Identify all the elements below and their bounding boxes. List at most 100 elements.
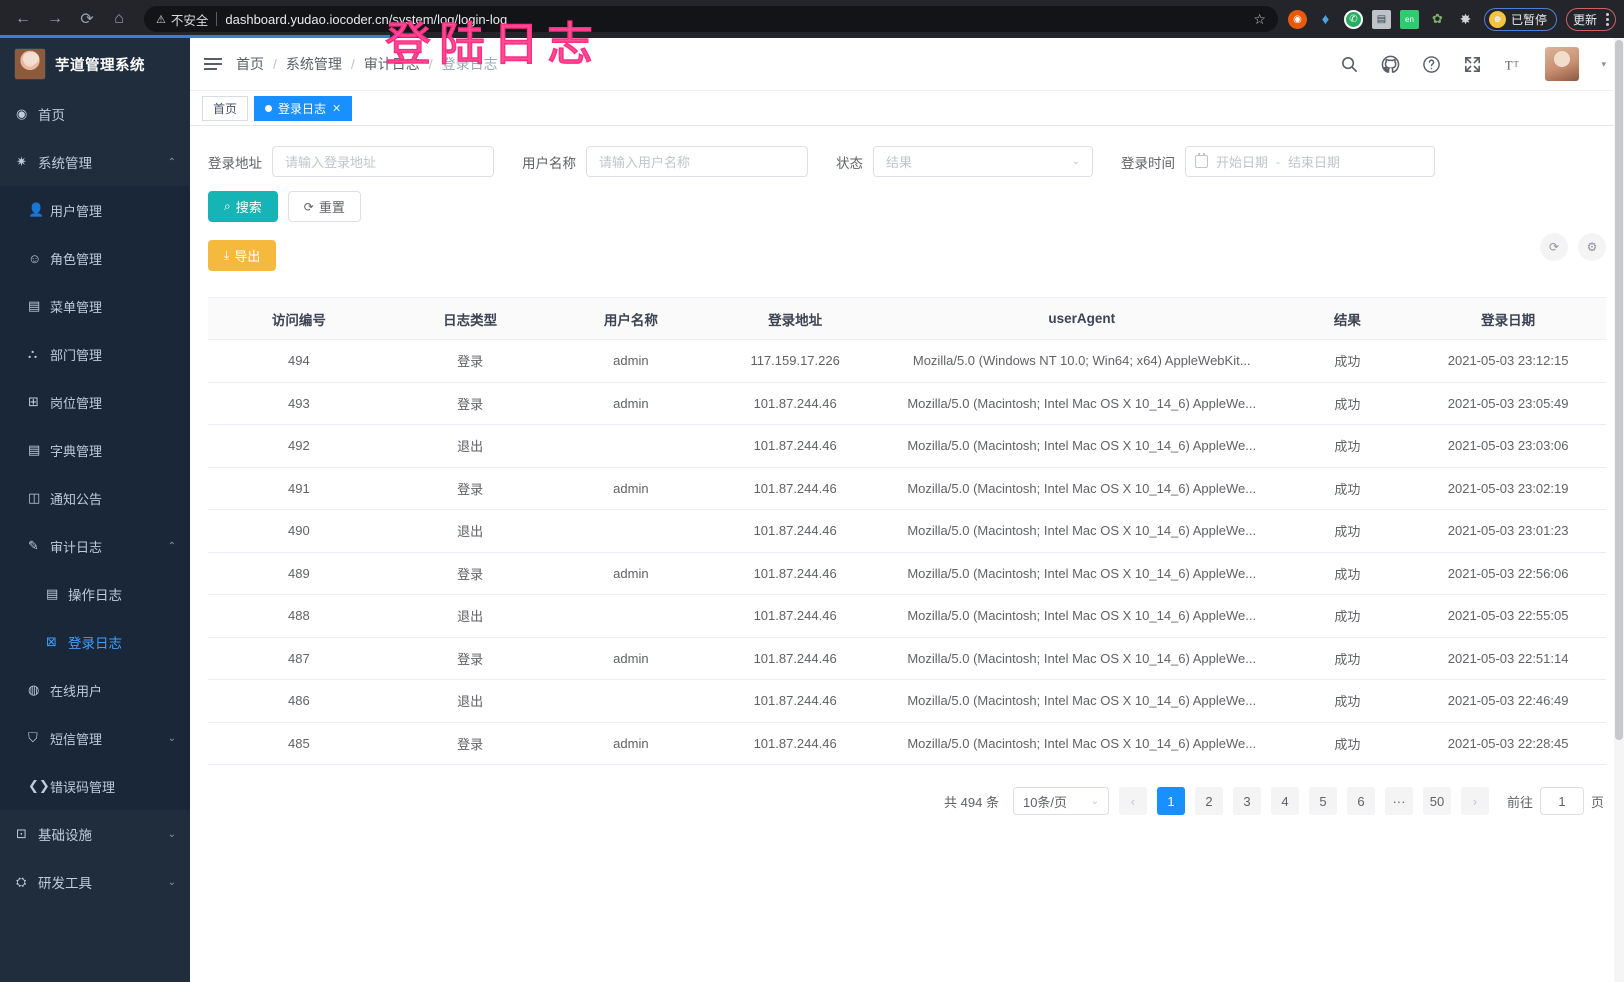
sidebar-item-label: 短信管理 bbox=[50, 731, 103, 747]
table-head: 访问编号 日志类型 用户名称 登录地址 userAgent 结果 登录日期 bbox=[208, 297, 1606, 340]
sidebar-item-3[interactable]: ☺ 角色管理 bbox=[0, 234, 190, 282]
sidebar-item-10[interactable]: ▤ 操作日志 bbox=[0, 570, 190, 618]
breadcrumb-item-home[interactable]: 首页 bbox=[236, 56, 264, 72]
page-button-50[interactable]: 50 bbox=[1422, 787, 1451, 815]
wechat-extension-icon[interactable]: ✆ bbox=[1343, 9, 1363, 29]
page-button-1[interactable]: 1 bbox=[1156, 787, 1185, 815]
page-scrollbar-thumb[interactable] bbox=[1615, 40, 1623, 740]
sidebar-item-5[interactable]: ⛬ 部门管理 bbox=[0, 330, 190, 378]
breadcrumb-item-system[interactable]: 系统管理 bbox=[285, 56, 342, 72]
export-button[interactable]: ⤓ 导出 bbox=[208, 240, 277, 271]
status-select[interactable]: 结果 ⌄ bbox=[873, 146, 1093, 177]
table-row[interactable]: 486 退出 101.87.244.46 Mozilla/5.0 (Macintosh… bbox=[208, 679, 1606, 723]
search-button-label: 搜索 bbox=[235, 200, 262, 215]
sidebar-toggle-icon[interactable] bbox=[204, 58, 222, 70]
sidebar-item-4[interactable]: ▤ 菜单管理 bbox=[0, 282, 190, 330]
cell-userAgent: Mozilla/5.0 (Macintosh; Intel Mac OS X 1… bbox=[879, 679, 1285, 723]
spacer bbox=[208, 269, 1606, 297]
page-button-5[interactable]: 5 bbox=[1308, 787, 1337, 815]
diamond-extension-icon[interactable]: ♦ bbox=[1321, 10, 1330, 28]
sidebar-item-16[interactable]: ⛭ 研发工具 ⌄ bbox=[0, 858, 190, 906]
login-address-input[interactable]: 请输入登录地址 bbox=[272, 146, 494, 177]
back-arrow-icon[interactable]: ← bbox=[15, 10, 31, 27]
search-button[interactable]: ⌕ 搜索 bbox=[208, 191, 278, 222]
sidebar-item-7[interactable]: ▤ 字典管理 bbox=[0, 426, 190, 474]
page-button-···[interactable]: ··· bbox=[1384, 787, 1413, 815]
opera-extension-icon[interactable]: ◉ bbox=[1287, 9, 1307, 29]
fullscreen-icon[interactable] bbox=[1463, 55, 1482, 74]
sidebar-item-2[interactable]: 👤 用户管理 bbox=[0, 186, 190, 234]
brand[interactable]: 芋道管理系统 bbox=[0, 38, 190, 90]
search-icon[interactable] bbox=[1340, 55, 1359, 74]
sidebar-item-6[interactable]: ⊞ 岗位管理 bbox=[0, 378, 190, 426]
page-button-3[interactable]: 3 bbox=[1232, 787, 1261, 815]
bookmark-star-icon[interactable]: ☆ bbox=[1253, 10, 1266, 27]
cell-userAgent: Mozilla/5.0 (Macintosh; Intel Mac OS X 1… bbox=[879, 509, 1285, 553]
sidebar-item-label: 字典管理 bbox=[50, 443, 103, 459]
username-input[interactable]: 请输入用户名称 bbox=[586, 146, 808, 177]
table-row[interactable]: 489 登录 admin 101.87.244.46 Mozilla/5.0 (Maci… bbox=[208, 552, 1606, 595]
cell-结果: 成功 bbox=[1284, 467, 1411, 510]
sidebar-item-0[interactable]: ◉ 首页 bbox=[0, 90, 190, 138]
page-button-4[interactable]: 4 bbox=[1270, 787, 1299, 815]
cell-登录地址: 101.87.244.46 bbox=[711, 382, 880, 425]
page-number-list: 1 2 3 4 5 6 ··· 50 bbox=[1156, 787, 1451, 815]
github-icon[interactable] bbox=[1381, 55, 1400, 74]
chevron-down-icon[interactable]: ▾ bbox=[1601, 58, 1606, 69]
table-row[interactable]: 488 退出 101.87.244.46 Mozilla/5.0 (Macintosh… bbox=[208, 594, 1606, 638]
table-row[interactable]: 493 登录 admin 101.87.244.46 Mozilla/5.0 (Maci… bbox=[208, 382, 1606, 425]
online-user-icon: ◍ bbox=[28, 682, 40, 697]
avatar[interactable] bbox=[1545, 47, 1580, 81]
filter-login-time: 登录时间 开始日期 - 结束日期 bbox=[1121, 146, 1435, 177]
sidebar-item-label: 首页 bbox=[38, 108, 65, 123]
chevron-up-icon: ⌃ bbox=[167, 156, 176, 168]
jump-page-input[interactable]: 1 bbox=[1539, 787, 1584, 815]
username-placeholder: 请输入用户名称 bbox=[599, 155, 691, 170]
refresh-table-icon[interactable]: ⟳ bbox=[1540, 233, 1568, 261]
puzzle-extension-icon[interactable]: ✸ bbox=[1459, 10, 1472, 27]
edit-icon: ✎ bbox=[28, 538, 39, 553]
kebab-menu-icon[interactable] bbox=[1606, 12, 1609, 26]
breadcrumb-item-audit[interactable]: 审计日志 bbox=[363, 56, 420, 72]
reset-button[interactable]: ⟳ 重置 bbox=[287, 191, 361, 222]
table-row[interactable]: 487 登录 admin 101.87.244.46 Mozilla/5.0 (Maci… bbox=[208, 637, 1606, 680]
clipboard-extension-icon[interactable]: ▤ bbox=[1371, 9, 1391, 29]
prev-page-button[interactable]: ‹ bbox=[1118, 787, 1147, 815]
sidebar-item-14[interactable]: ❮❯ 错误码管理 bbox=[0, 762, 190, 810]
update-button[interactable]: 更新 bbox=[1565, 7, 1616, 31]
page-button-6[interactable]: 6 bbox=[1346, 787, 1375, 815]
address-bar[interactable]: ⚠ 不安全 dashboard.yudao.iocoder.cn/system/… bbox=[144, 6, 1278, 32]
leaf-extension-icon[interactable]: ✿ bbox=[1432, 11, 1443, 26]
cell-userAgent: Mozilla/5.0 (Windows NT 10.0; Win64; x64… bbox=[879, 339, 1285, 383]
forward-arrow-icon[interactable]: → bbox=[47, 10, 63, 27]
sidebar-item-1[interactable]: ✷ 系统管理 ⌃ bbox=[0, 138, 190, 186]
page-size-select[interactable]: 10条/页 ⌄ bbox=[1012, 787, 1109, 815]
cell-结果: 成功 bbox=[1284, 722, 1411, 765]
table-row[interactable]: 491 登录 admin 101.87.244.46 Mozilla/5.0 (Maci… bbox=[208, 467, 1606, 510]
sync-paused-badge[interactable]: ☻ 已暂停 bbox=[1483, 7, 1557, 31]
help-icon[interactable] bbox=[1422, 55, 1441, 74]
page-button-2[interactable]: 2 bbox=[1194, 787, 1223, 815]
sidebar-item-11[interactable]: ⊠ 登录日志 bbox=[0, 618, 190, 666]
columns-settings-icon[interactable]: ⚙ bbox=[1578, 233, 1606, 261]
table-row[interactable]: 485 登录 admin 101.87.244.46 Mozilla/5.0 (Maci… bbox=[208, 722, 1606, 765]
app-root: 芋道管理系统 ◉ 首页 ✷ 系统管理 ⌃ 👤 用户管理 ☺ 角色管理 ▤ 菜单管理 ⛬ 部门管理 ⊞ 岗位管… bbox=[0, 38, 1624, 982]
table-row[interactable]: 492 退出 101.87.244.46 Mozilla/5.0 (Macintosh… bbox=[208, 424, 1606, 468]
close-icon[interactable]: ✕ bbox=[332, 102, 342, 115]
date-range-picker[interactable]: 开始日期 - 结束日期 bbox=[1185, 146, 1435, 177]
sidebar-item-15[interactable]: ⊡ 基础设施 ⌄ bbox=[0, 810, 190, 858]
reload-icon[interactable]: ⟳ bbox=[80, 11, 94, 28]
sidebar-item-8[interactable]: ◫ 通知公告 bbox=[0, 474, 190, 522]
home-icon[interactable]: ⌂ bbox=[114, 10, 124, 27]
translate-extension-icon[interactable]: en bbox=[1399, 9, 1419, 29]
table-row[interactable]: 494 登录 admin 117.159.17.226 Mozilla/5.0 (Win… bbox=[208, 339, 1606, 383]
tag-item-0[interactable]: 首页 bbox=[202, 95, 249, 121]
security-warning[interactable]: ⚠ 不安全 bbox=[156, 10, 208, 29]
sidebar-item-13[interactable]: ⛉ 短信管理 ⌄ bbox=[0, 714, 190, 762]
table-row[interactable]: 490 退出 101.87.244.46 Mozilla/5.0 (Macintosh… bbox=[208, 509, 1606, 553]
tag-item-1[interactable]: 登录日志 ✕ bbox=[254, 95, 353, 121]
sidebar-item-12[interactable]: ◍ 在线用户 bbox=[0, 666, 190, 714]
sidebar-item-9[interactable]: ✎ 审计日志 ⌃ bbox=[0, 522, 190, 570]
next-page-button[interactable]: › bbox=[1460, 787, 1489, 815]
